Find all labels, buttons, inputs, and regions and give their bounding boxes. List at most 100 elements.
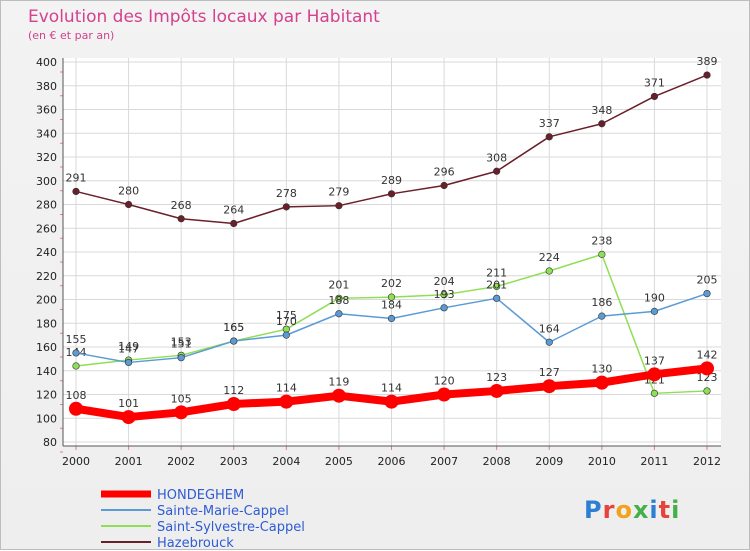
data-point [545, 267, 553, 275]
data-label: 105 [171, 392, 192, 405]
chart-title: Evolution des Impôts locaux par Habitant [28, 7, 380, 27]
brand-letter: P [584, 496, 603, 524]
x-tick-label: 2011 [640, 455, 668, 468]
data-point [493, 282, 501, 291]
data-point [650, 307, 659, 315]
data-point [545, 133, 553, 141]
data-label: 175 [276, 309, 297, 322]
brand-logo-text: Proxiti [584, 496, 680, 524]
data-point [72, 362, 80, 370]
data-point [335, 202, 343, 210]
series-saint-sylvestre-cappel: 144149153165175201202204211224238121123 [66, 234, 718, 397]
grid [63, 58, 721, 446]
data-label: 202 [381, 277, 402, 290]
y-tick-label: 400 [36, 56, 57, 69]
data-label: 204 [434, 275, 455, 288]
data-point [384, 394, 399, 409]
brand-letter: i [671, 496, 680, 524]
brand-letter: i [649, 496, 658, 524]
legend: HONDEGHEMSainte-Marie-CappelSaint-Sylves… [101, 488, 305, 551]
data-point [598, 120, 606, 128]
series-sainte-marie-cappel: 155 147 151 165 170 188 184 193 201 164 186 190 205 [66, 274, 718, 367]
data-label: 114 [381, 382, 402, 395]
x-tick-label: 2003 [220, 455, 248, 468]
data-point [177, 215, 185, 223]
data-label: 123 [486, 371, 507, 384]
series-hazebrouck: 291 280 268 264 278 279 289 296 308 337 348 371 389 [66, 55, 718, 228]
x-tick-label: 2010 [588, 455, 616, 468]
y-tick-label: 340 [36, 127, 57, 140]
data-point [700, 361, 714, 376]
data-point [493, 294, 501, 302]
data-point [703, 71, 711, 79]
data-point [69, 401, 83, 416]
data-point [124, 358, 133, 367]
data-label: 170 [276, 315, 297, 328]
data-label: 142 [697, 348, 718, 361]
legend-label: Hazebrouck [157, 536, 234, 551]
x-tick-label: 2007 [430, 455, 458, 468]
data-label: 201 [486, 278, 507, 291]
y-tick-label: 160 [36, 341, 57, 354]
data-point [121, 410, 136, 425]
data-point [124, 200, 133, 209]
data-point [703, 289, 711, 298]
x-tick-label: 2006 [378, 455, 406, 468]
y-tick-label: 200 [36, 294, 57, 307]
data-label: 296 [434, 166, 455, 179]
y-tick-label: 300 [36, 175, 57, 188]
brand-letter: r [603, 496, 616, 524]
data-point [282, 203, 290, 211]
data-point [387, 293, 396, 301]
data-label: 193 [434, 288, 455, 301]
data-label: 184 [381, 299, 402, 312]
data-point [72, 349, 80, 357]
data-point [437, 387, 452, 402]
series-group: 291 280 268 264 278 279 289 296 308 337 348 371 389 1… [66, 55, 718, 425]
data-point [440, 304, 448, 312]
data-label: 165 [223, 321, 244, 334]
data-label: 153 [171, 335, 192, 348]
data-label: 289 [381, 174, 402, 187]
data-point [489, 383, 504, 398]
y-tick-label: 120 [36, 389, 57, 402]
data-point [72, 187, 80, 196]
data-label: 188 [328, 294, 349, 307]
data-point [174, 405, 189, 420]
data-label: 123 [697, 371, 718, 384]
data-label: 137 [644, 354, 665, 367]
y-tick-label: 280 [36, 199, 57, 212]
y-tick-label: 100 [36, 412, 57, 425]
data-point [226, 397, 241, 411]
data-point [282, 331, 290, 339]
data-label: 101 [118, 397, 139, 410]
brand-letter: o [615, 496, 633, 524]
data-label: 120 [434, 375, 455, 388]
x-tick-label: 2008 [483, 455, 511, 468]
y-tick-label: 380 [36, 80, 57, 93]
data-point [493, 167, 501, 175]
data-point [594, 375, 609, 390]
x-tick-label: 2002 [167, 455, 195, 468]
x-tick-label: 2004 [272, 455, 300, 468]
chart-subtitle: (en € et par an) [28, 29, 114, 42]
x-tick-label: 2001 [115, 455, 143, 468]
data-label: 186 [591, 296, 612, 309]
legend-label: HONDEGHEM [157, 488, 244, 503]
data-point [598, 312, 606, 320]
data-label: 211 [486, 266, 507, 279]
axes: 80 100 120 140 160 180 200 220 240 260 280 300 320 34… [36, 56, 721, 468]
data-label: 279 [328, 186, 349, 199]
proxiti-logo: Proxiti [584, 496, 680, 524]
data-label: 264 [223, 204, 244, 217]
x-tick-label: 2012 [693, 455, 721, 468]
data-label: 238 [591, 234, 612, 247]
legend-label: Saint-Sylvestre-Cappel [157, 520, 305, 535]
data-point [440, 291, 448, 299]
data-point [331, 388, 346, 403]
data-point [230, 337, 238, 345]
data-point [177, 354, 185, 362]
y-tick-label: 80 [43, 436, 57, 449]
data-label: 149 [118, 340, 139, 353]
